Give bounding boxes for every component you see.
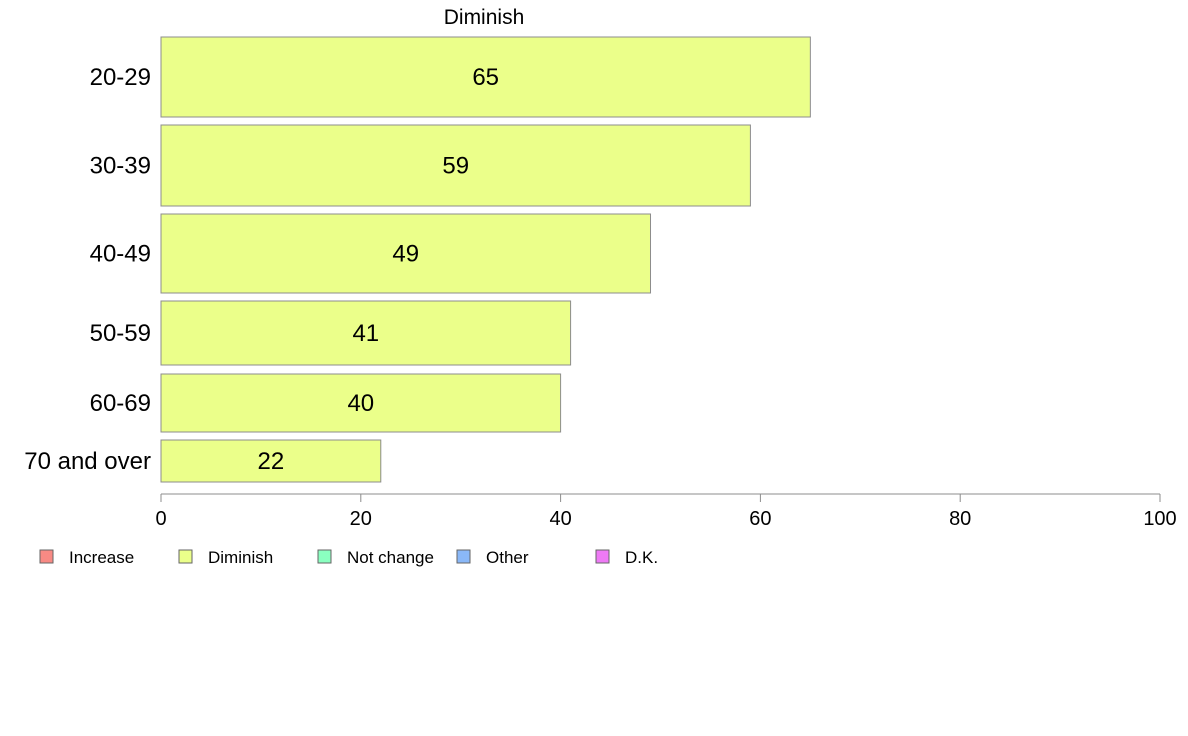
data-label: 41 bbox=[352, 320, 379, 347]
data-label: 49 bbox=[392, 241, 419, 268]
legend-swatch bbox=[39, 549, 54, 564]
category-label: 30-39 bbox=[90, 153, 151, 180]
x-tick-label: 100 bbox=[1143, 508, 1176, 530]
x-tick-label: 40 bbox=[549, 508, 571, 530]
bar bbox=[160, 36, 811, 118]
x-tick-label: 80 bbox=[949, 508, 971, 530]
category-label: 60-69 bbox=[90, 390, 151, 417]
x-tick-label: 0 bbox=[155, 508, 166, 530]
bar bbox=[160, 124, 751, 207]
data-label: 65 bbox=[472, 64, 499, 91]
chart-title: Diminish bbox=[444, 6, 525, 29]
legend: Increase Diminish Not change Other D.K. bbox=[39, 548, 658, 567]
bar bbox=[160, 213, 652, 294]
data-label: 22 bbox=[258, 448, 285, 475]
legend-label: Increase bbox=[69, 548, 134, 567]
data-label: 40 bbox=[347, 390, 374, 417]
legend-swatch bbox=[317, 549, 332, 564]
x-tick-label: 20 bbox=[350, 508, 372, 530]
legend-label: D.K. bbox=[625, 548, 658, 567]
x-axis: 0 20 40 60 80 100 bbox=[155, 493, 1177, 530]
category-label: 40-49 bbox=[90, 241, 151, 268]
category-label: 50-59 bbox=[90, 320, 151, 347]
data-label: 59 bbox=[442, 153, 469, 180]
x-tick-label: 60 bbox=[749, 508, 771, 530]
category-label: 70 and over bbox=[24, 448, 151, 475]
legend-swatch bbox=[456, 549, 471, 564]
legend-label: Diminish bbox=[208, 548, 273, 567]
bar bbox=[160, 373, 562, 433]
legend-label: Not change bbox=[347, 548, 434, 567]
bars-layer: 65 20-29 59 30-39 49 40-49 41 50-59 40 60-69 22 70 … bbox=[24, 36, 811, 483]
category-label: 20-29 bbox=[90, 64, 151, 91]
bar bbox=[160, 439, 382, 483]
bar bbox=[160, 300, 572, 366]
legend-swatch bbox=[595, 549, 610, 564]
legend-label: Other bbox=[486, 548, 529, 567]
legend-swatch bbox=[178, 549, 193, 564]
